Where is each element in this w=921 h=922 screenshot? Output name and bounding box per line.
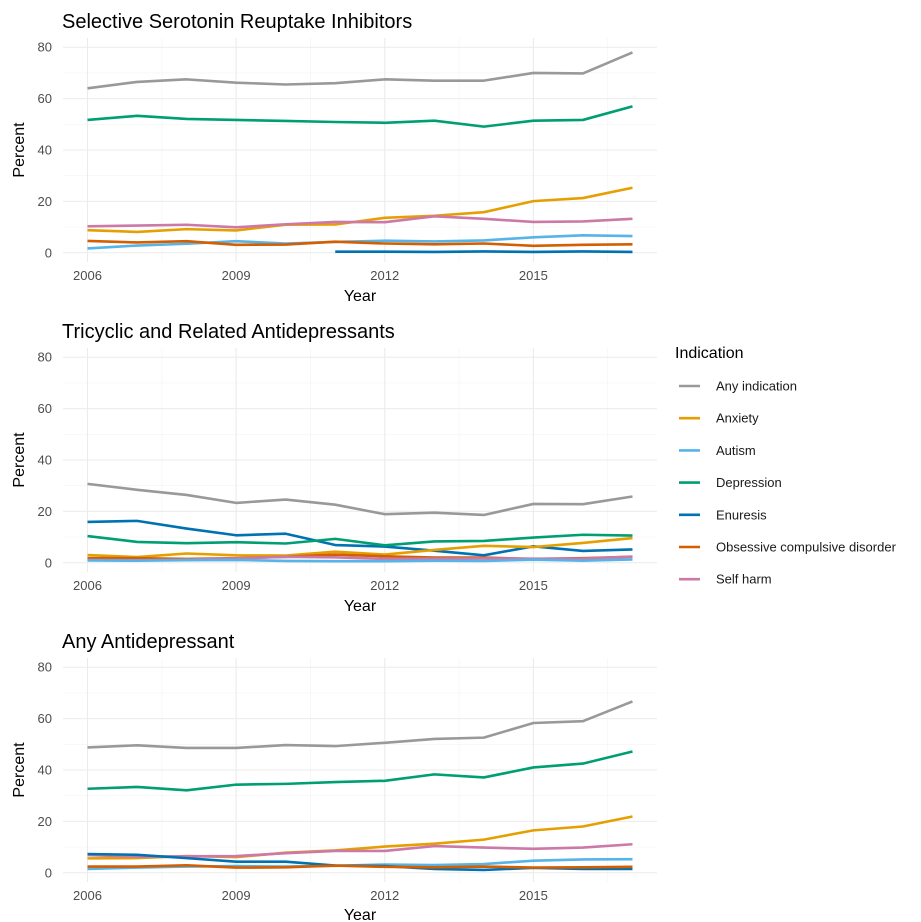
legend-item-anxiety: Anxiety (679, 411, 759, 426)
series-line-anxiety (87, 536, 633, 559)
x-tick-label: 2012 (370, 268, 399, 283)
legend-item-obsessive-compulsive-disorder: Obsessive compulsive disorder (679, 540, 897, 555)
y-tick-label: 60 (38, 401, 52, 416)
x-tick-label: 2006 (73, 578, 102, 593)
legend-title: Indication (675, 345, 744, 362)
panel-2: 0 20 40 60 80 2006 2009 2012 2015 Tricyclic and R… (11, 321, 657, 615)
y-tick-label: 80 (38, 40, 52, 55)
y-tick-label: 20 (38, 504, 52, 519)
y-tick-label: 60 (38, 711, 52, 726)
y-axis-title: Percent (11, 432, 28, 488)
y-tick-label: 40 (38, 143, 52, 158)
legend-label: Enuresis (716, 507, 767, 522)
x-tick-label: 2009 (222, 268, 251, 283)
x-axis-title: Year (344, 907, 377, 922)
series-line-self-harm (87, 842, 633, 858)
series-line-enuresis (335, 250, 633, 254)
legend-item-enuresis: Enuresis (679, 507, 767, 522)
x-tick-label: 2009 (222, 578, 251, 593)
legend-label: Anxiety (716, 411, 759, 426)
legend-label: Any indication (716, 379, 797, 394)
y-tick-label: 40 (38, 453, 52, 468)
series-line-enuresis (87, 519, 633, 557)
legend-item-self-harm: Self harm (679, 572, 772, 587)
y-tick-label: 20 (38, 194, 52, 209)
x-tick-label: 2015 (519, 888, 548, 903)
x-tick-label: 2015 (519, 578, 548, 593)
series-line-obsessive-compulsive-disorder (87, 863, 633, 869)
x-tick-label: 2012 (370, 888, 399, 903)
panel-title: Tricyclic and Related Antidepressants (62, 321, 395, 343)
x-axis-title: Year (344, 288, 377, 305)
panel-title: Selective Serotonin Reuptake Inhibitors (62, 11, 412, 33)
legend-label: Autism (716, 443, 756, 458)
panel-1: 0 20 40 60 80 2006 2009 2012 2015 Selective Serot… (11, 11, 657, 305)
x-tick-label: 2009 (222, 888, 251, 903)
y-tick-label: 80 (38, 660, 52, 675)
y-tick-label: 0 (45, 865, 52, 880)
x-tick-label: 2012 (370, 578, 399, 593)
panel-3: 0 20 40 60 80 2006 2009 2012 2015 Any Antidepress… (11, 631, 657, 922)
legend-item-any-indication: Any indication (679, 379, 797, 394)
series-line-autism (87, 558, 633, 563)
legend-label: Obsessive compulsive disorder (716, 540, 897, 555)
series-line-any-indication (87, 482, 633, 517)
legend-item-autism: Autism (679, 443, 756, 458)
x-tick-label: 2015 (519, 268, 548, 283)
x-axis-title: Year (344, 598, 377, 615)
x-tick-label: 2006 (73, 888, 102, 903)
series-line-depression (87, 533, 633, 547)
legend-label: Self harm (716, 572, 772, 587)
y-tick-label: 80 (38, 350, 52, 365)
series-line-self-harm (87, 214, 633, 229)
y-tick-label: 40 (38, 763, 52, 778)
y-tick-label: 0 (45, 245, 52, 260)
legend-item-depression: Depression (679, 475, 782, 490)
series-line-any-indication (87, 700, 633, 750)
series-line-any-indication (87, 51, 633, 90)
panel-title: Any Antidepressant (62, 631, 235, 653)
series-line-depression (87, 105, 633, 128)
y-axis-title: Percent (11, 122, 28, 178)
series-line-obsessive-compulsive-disorder (87, 239, 633, 248)
y-tick-label: 20 (38, 814, 52, 829)
y-tick-label: 60 (38, 91, 52, 106)
series-line-depression (87, 750, 633, 792)
x-tick-label: 2006 (73, 268, 102, 283)
legend-label: Depression (716, 475, 782, 490)
y-tick-label: 0 (45, 555, 52, 570)
legend: Indication Any indication Anxiety Autism Dep… (675, 345, 897, 587)
y-axis-title: Percent (11, 742, 28, 798)
